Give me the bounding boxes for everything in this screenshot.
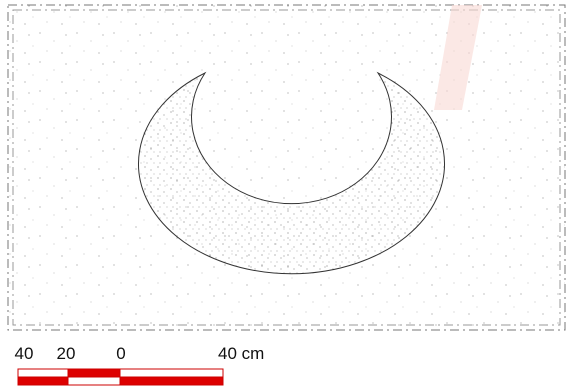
scale-segment: [17, 376, 69, 386]
scale-bar: 40 20 0 40 cm: [15, 344, 264, 386]
crescent-feature: [138, 71, 445, 275]
scale-segment: [67, 376, 121, 386]
excavation-border-inner: [12, 9, 561, 326]
excavation-border-outer: [7, 4, 566, 331]
scale-segment: [119, 368, 224, 378]
scale-label: 0: [116, 344, 125, 363]
pink-strip: [434, 5, 482, 110]
scale-label: 20: [57, 344, 76, 363]
ground-texture: [8, 5, 565, 330]
scale-label: 40 cm: [218, 344, 264, 363]
scale-segment: [119, 376, 224, 386]
scale-label: 40: [15, 344, 34, 363]
scale-segment: [17, 368, 69, 378]
scale-segment: [67, 368, 121, 378]
